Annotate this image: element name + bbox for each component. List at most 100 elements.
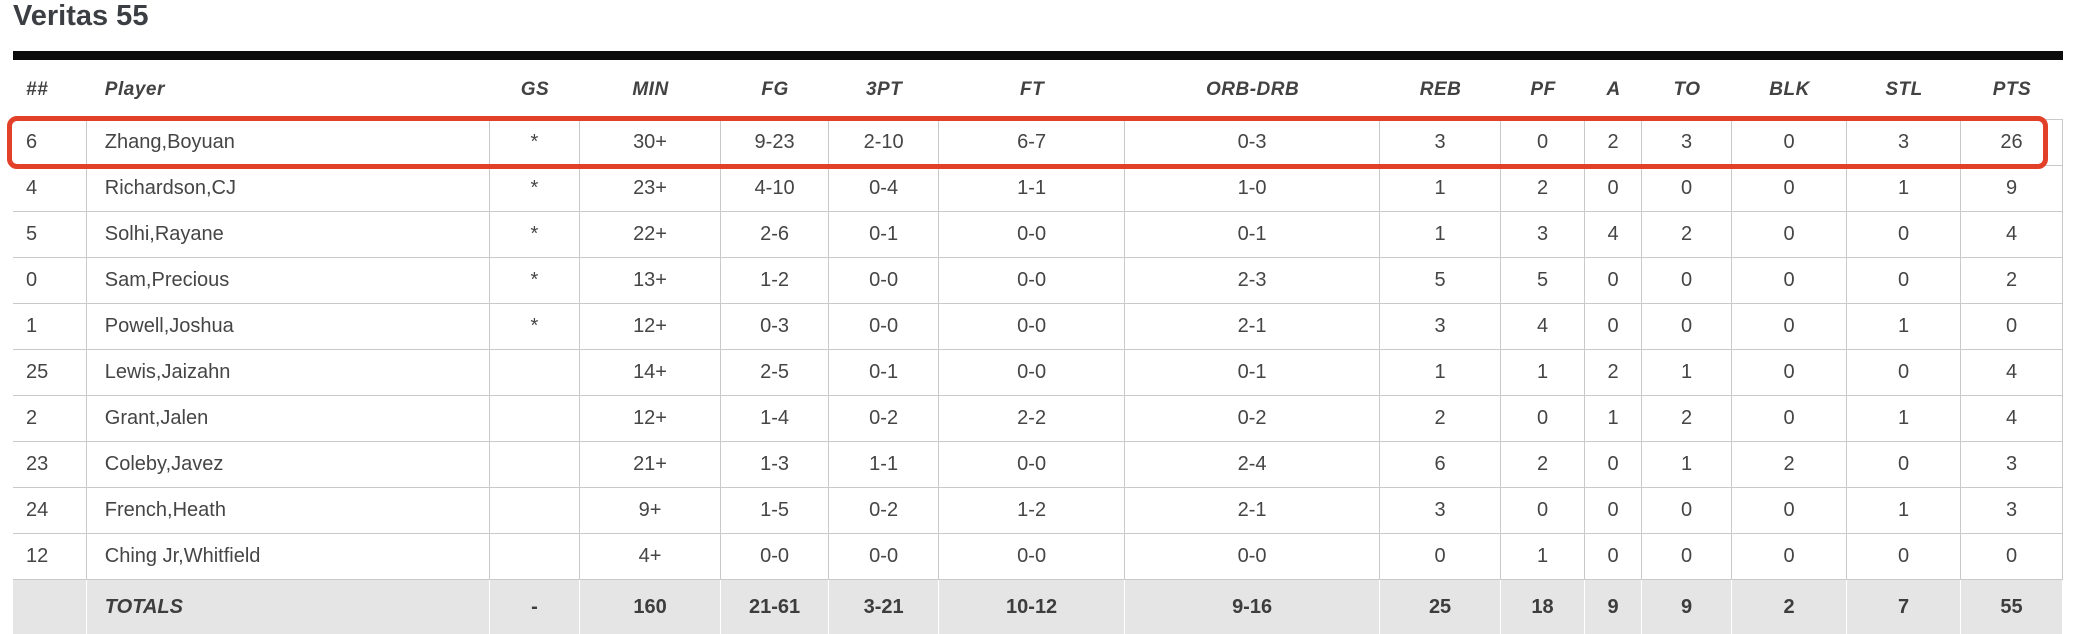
cell-pf: 2 [1501,166,1586,212]
cell-3pt: 0-1 [829,350,940,396]
column-header-number: ## [13,60,87,120]
cell-reb: 2 [1380,396,1502,442]
totals-cell-a: 9 [1585,580,1643,634]
cell-player: Zhang,Boyuan [86,120,490,166]
cell-pts: 4 [1961,350,2063,396]
cell-min: 23+ [580,166,722,212]
cell-orb-drb: 0-2 [1125,396,1381,442]
cell-ft: 1-1 [939,166,1126,212]
cell-min: 12+ [580,304,722,350]
cell-ft: 0-0 [939,350,1126,396]
box-score-table: ## Player GS MIN FG 3PT FT ORB-DRB REB P… [13,51,2063,634]
cell-pf: 1 [1501,350,1586,396]
cell-a: 0 [1585,442,1643,488]
cell-stl: 1 [1847,488,1962,534]
cell-blk: 0 [1732,212,1848,258]
totals-cell-reb: 25 [1380,580,1502,634]
cell-pts: 4 [1961,396,2063,442]
cell-3pt: 0-2 [829,396,940,442]
cell-stl: 0 [1847,534,1962,580]
cell-a: 2 [1585,350,1643,396]
cell-number: 25 [13,350,87,396]
totals-cell-to: 9 [1642,580,1733,634]
table-row: 1 Powell,Joshua * 12+ 0-3 0-0 0-0 2-1 3 4 0 0 0 1 0 [13,304,2063,350]
cell-number: 4 [13,166,87,212]
cell-fg: 1-5 [721,488,830,534]
table-header-row: ## Player GS MIN FG 3PT FT ORB-DRB REB P… [13,60,2063,120]
cell-player: Coleby,Javez [86,442,490,488]
page-title: Veritas 55 [13,0,149,32]
cell-stl: 3 [1847,120,1962,166]
cell-stl: 1 [1847,166,1962,212]
cell-to: 1 [1642,350,1733,396]
cell-orb-drb: 0-1 [1125,212,1381,258]
cell-orb-drb: 2-1 [1125,488,1381,534]
cell-min: 21+ [580,442,722,488]
totals-cell-fg: 21-61 [721,580,830,634]
cell-a: 0 [1585,166,1643,212]
cell-reb: 3 [1380,488,1502,534]
totals-section: TOTALS - 160 21-61 3-21 10-12 9-16 25 18… [13,580,2063,634]
table-row: 5 Solhi,Rayane * 22+ 2-6 0-1 0-0 0-1 1 3 4 2 0 0 4 [13,212,2063,258]
cell-3pt: 0-0 [829,258,940,304]
cell-a: 4 [1585,212,1643,258]
cell-number: 0 [13,258,87,304]
cell-to: 0 [1642,534,1733,580]
cell-pf: 0 [1501,396,1586,442]
cell-3pt: 0-4 [829,166,940,212]
table-row: 4 Richardson,CJ * 23+ 4-10 0-4 1-1 1-0 1 2 0 0 0 1 9 [13,166,2063,212]
cell-number: 24 [13,488,87,534]
cell-ft: 1-2 [939,488,1126,534]
cell-fg: 2-5 [721,350,830,396]
totals-cell-number [13,580,87,634]
cell-stl: 0 [1847,212,1962,258]
cell-pf: 3 [1501,212,1586,258]
cell-player: Powell,Joshua [86,304,490,350]
column-header-3pt: 3PT [829,60,940,120]
cell-orb-drb: 0-0 [1125,534,1381,580]
table-row: 0 Sam,Precious * 13+ 1-2 0-0 0-0 2-3 5 5 0 0 0 0 2 [13,258,2063,304]
table-row: 23 Coleby,Javez 21+ 1-3 1-1 0-0 2-4 6 2 0 1 2 0 3 [13,442,2063,488]
cell-min: 12+ [580,396,722,442]
cell-to: 0 [1642,258,1733,304]
cell-pf: 1 [1501,534,1586,580]
cell-a: 2 [1585,120,1643,166]
player-rows: 6 Zhang,Boyuan * 30+ 9-23 2-10 6-7 0-3 3 0 2 3 0 3 26 4… [13,120,2063,580]
cell-pf: 2 [1501,442,1586,488]
totals-cell-orb-drb: 9-16 [1125,580,1381,634]
cell-ft: 6-7 [939,120,1126,166]
cell-3pt: 0-2 [829,488,940,534]
cell-pts: 3 [1961,488,2063,534]
box-score-table-container: ## Player GS MIN FG 3PT FT ORB-DRB REB P… [13,51,2063,634]
totals-cell-stl: 7 [1847,580,1962,634]
cell-a: 1 [1585,396,1643,442]
cell-player: Solhi,Rayane [86,212,490,258]
cell-gs [489,488,581,534]
cell-pts: 2 [1961,258,2063,304]
cell-player: French,Heath [86,488,490,534]
cell-pts: 3 [1961,442,2063,488]
cell-reb: 1 [1380,166,1502,212]
cell-to: 2 [1642,396,1733,442]
cell-gs [489,350,581,396]
cell-player: Grant,Jalen [86,396,490,442]
cell-number: 1 [13,304,87,350]
column-header-gs: GS [489,60,581,120]
column-header-min: MIN [580,60,722,120]
cell-min: 30+ [580,120,722,166]
cell-gs [489,396,581,442]
cell-a: 0 [1585,258,1643,304]
cell-number: 6 [13,120,87,166]
cell-fg: 4-10 [721,166,830,212]
cell-blk: 0 [1732,488,1848,534]
column-header-player: Player [86,60,490,120]
table-row-highlighted: 6 Zhang,Boyuan * 30+ 9-23 2-10 6-7 0-3 3 0 2 3 0 3 26 [13,120,2063,166]
cell-orb-drb: 0-3 [1125,120,1381,166]
cell-reb: 3 [1380,120,1502,166]
cell-number: 12 [13,534,87,580]
cell-orb-drb: 2-4 [1125,442,1381,488]
cell-number: 2 [13,396,87,442]
cell-3pt: 2-10 [829,120,940,166]
cell-fg: 0-3 [721,304,830,350]
totals-cell-blk: 2 [1732,580,1848,634]
